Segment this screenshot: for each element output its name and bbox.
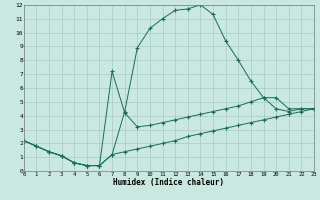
X-axis label: Humidex (Indice chaleur): Humidex (Indice chaleur)	[113, 178, 224, 187]
